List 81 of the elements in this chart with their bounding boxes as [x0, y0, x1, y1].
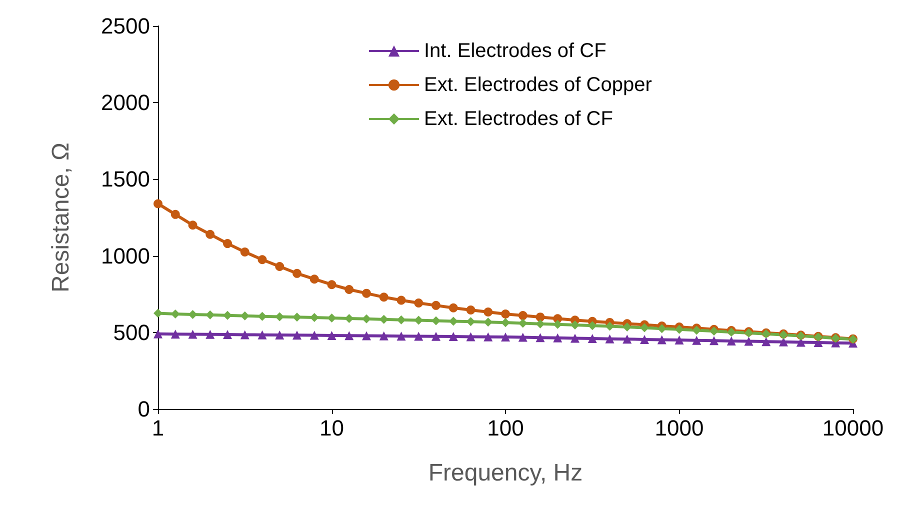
- point: [275, 330, 284, 340]
- x-axis-title: Frequency, Hz: [428, 460, 583, 486]
- point: [414, 332, 424, 341]
- y-tick-label: 2500: [101, 14, 150, 38]
- x-tick-label: 1000: [654, 416, 704, 440]
- point: [206, 330, 215, 339]
- point: [657, 324, 666, 334]
- point: [327, 330, 336, 340]
- point: [432, 332, 440, 341]
- point: [396, 296, 406, 305]
- point: [258, 255, 267, 264]
- point: [223, 239, 232, 248]
- point: [640, 323, 650, 332]
- point: [692, 336, 702, 345]
- point: [448, 303, 458, 312]
- y-tick-label: 500: [113, 320, 150, 345]
- point: [501, 310, 510, 319]
- point: [657, 335, 666, 344]
- point: [518, 332, 528, 342]
- point: [396, 332, 406, 341]
- point: [622, 334, 632, 344]
- point: [484, 308, 493, 317]
- point: [710, 336, 719, 346]
- point: [536, 312, 545, 322]
- point: [588, 334, 597, 344]
- x-tick-label: 10: [320, 416, 344, 440]
- point: [414, 298, 424, 308]
- point: [240, 330, 250, 340]
- point: [536, 333, 545, 342]
- point: [570, 334, 580, 343]
- point: [154, 308, 162, 318]
- y-axis-title: Resistance, Ω: [48, 142, 74, 292]
- point: [726, 336, 736, 346]
- point: [188, 330, 198, 339]
- legend-label: Ext. Electrodes of Copper: [424, 74, 652, 96]
- point: [170, 330, 180, 339]
- point: [744, 336, 754, 346]
- x-tick-label: 10000: [822, 416, 884, 440]
- point: [466, 332, 476, 342]
- point: [188, 220, 198, 230]
- point: [501, 332, 510, 342]
- point: [327, 280, 336, 290]
- point: [605, 334, 614, 344]
- point: [310, 274, 319, 284]
- point: [466, 306, 476, 315]
- point: [379, 292, 388, 302]
- y-tick-label: 0: [138, 396, 150, 422]
- point: [379, 331, 388, 340]
- point: [275, 262, 284, 272]
- point: [240, 247, 250, 256]
- y-tick-label: 2000: [101, 90, 150, 116]
- point: [258, 330, 267, 340]
- point: [605, 322, 614, 331]
- point: [292, 330, 302, 340]
- legend-label: Ext. Electrodes of CF: [424, 108, 613, 130]
- point: [518, 311, 528, 320]
- point: [170, 210, 180, 219]
- y-tick-label: 1000: [101, 243, 150, 268]
- point: [762, 337, 771, 346]
- point: [553, 333, 562, 342]
- point: [344, 331, 354, 340]
- y-tick-label: 1500: [101, 166, 150, 192]
- point: [310, 330, 319, 340]
- point: [154, 329, 162, 338]
- point: [432, 316, 440, 326]
- x-tick-label: 1: [152, 416, 164, 440]
- point: [362, 288, 372, 298]
- point: [448, 332, 458, 342]
- point: [432, 300, 440, 310]
- point: [640, 334, 650, 344]
- point: [362, 331, 372, 340]
- point: [206, 230, 215, 239]
- point: [223, 330, 232, 340]
- x-tick-label: 100: [487, 416, 524, 440]
- legend-label: Int. Electrodes of CF: [424, 40, 606, 62]
- point: [622, 322, 632, 332]
- point: [154, 199, 162, 208]
- point: [292, 268, 302, 278]
- point: [674, 336, 684, 345]
- point: [344, 285, 354, 294]
- point: [484, 332, 493, 342]
